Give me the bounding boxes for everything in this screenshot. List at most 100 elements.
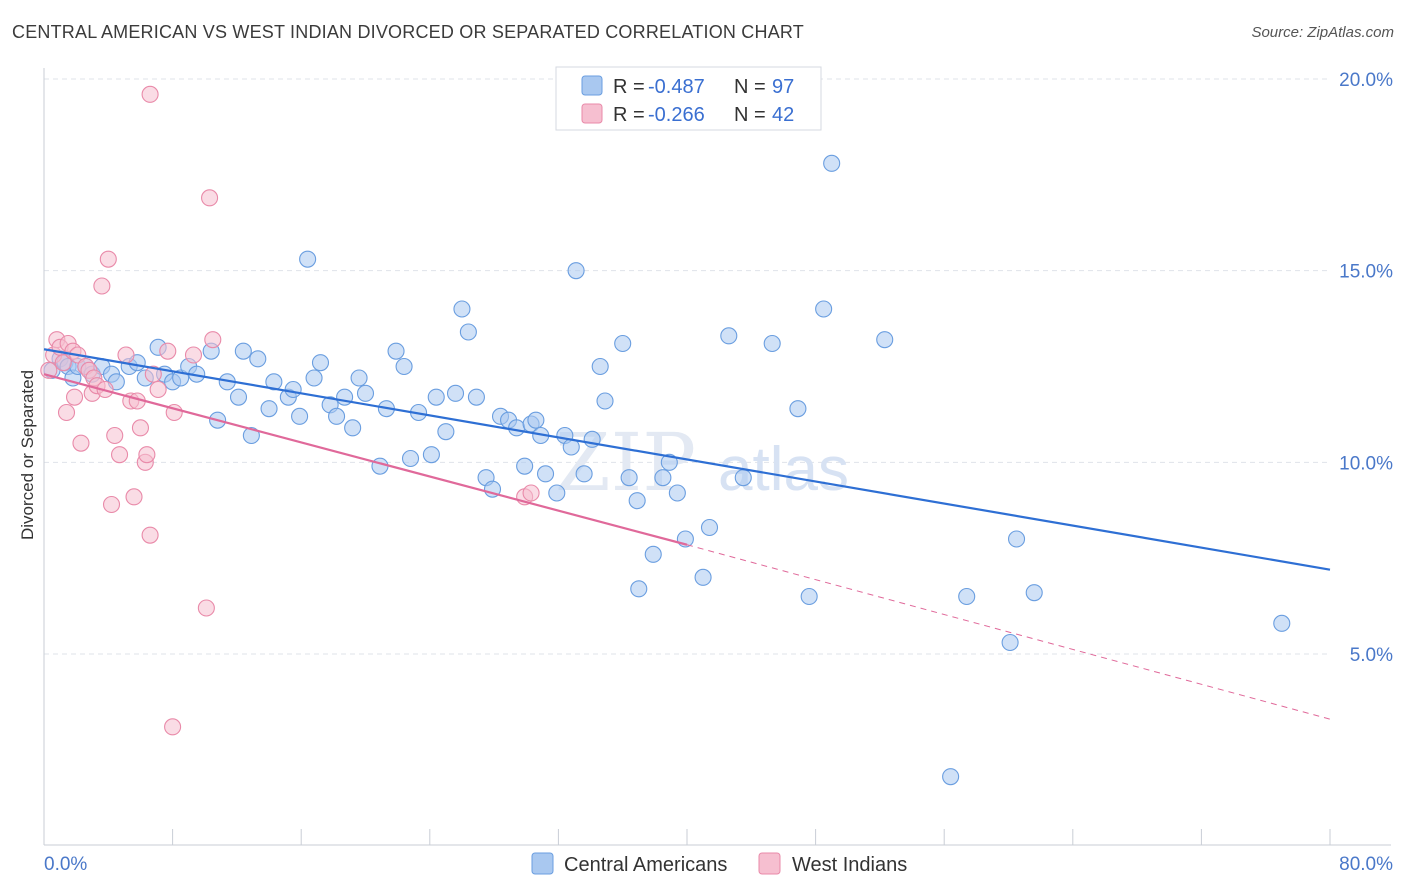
stats-legend-r-label-1: R = <box>613 76 645 98</box>
central-americans-point <box>668 484 686 502</box>
central-americans-point <box>467 388 485 406</box>
central-americans-point <box>734 469 752 487</box>
west-indians-point <box>141 85 159 103</box>
central-americans-point <box>422 446 440 464</box>
west-indians-point <box>138 446 156 464</box>
west-indians-trendline <box>43 373 688 546</box>
central-americans-point <box>516 457 534 475</box>
central-americans-point <box>459 323 477 341</box>
west-indians-point <box>131 419 149 437</box>
central-americans-point <box>763 334 781 353</box>
west-indians-point <box>159 342 177 360</box>
central-americans-point <box>700 518 719 537</box>
west-indians-trendline-extension <box>686 544 1331 720</box>
west-indians-point <box>117 346 135 364</box>
x-tick-label: 0.0% <box>44 854 87 875</box>
central-americans-point <box>630 580 648 598</box>
central-americans-point <box>527 411 545 429</box>
central-americans-point <box>536 465 555 483</box>
central-americans-point <box>876 331 894 349</box>
west-indians-point <box>54 354 72 372</box>
west-indians-point <box>72 434 90 452</box>
central-americans-point <box>575 465 593 483</box>
central-americans-point <box>694 568 712 586</box>
stats-legend-n-value-2: 42 <box>772 104 794 126</box>
west-indians-point <box>204 331 222 349</box>
central-americans-point <box>823 154 841 172</box>
central-americans-point <box>548 484 566 502</box>
west-indians-point <box>141 526 159 544</box>
central-americans-point <box>284 380 302 399</box>
central-americans-point <box>660 453 678 471</box>
central-americans-point <box>958 587 976 606</box>
series-legend-label-west-indians: West Indians <box>792 854 907 876</box>
axis-layer: 5.0% 10.0% 15.0% 20.0% 0.0% 80.0% <box>43 68 1393 875</box>
west-indians-point <box>106 426 124 445</box>
west-indians-point <box>93 277 111 295</box>
west-indians-point <box>111 446 129 464</box>
west-indians-point <box>57 403 76 422</box>
west-indians-point <box>201 189 219 207</box>
series-legend-swatch-central-americans <box>531 852 554 875</box>
y-tick-label: 20.0% <box>1339 70 1393 91</box>
central-americans-point <box>567 262 585 280</box>
stats-legend-n-value-1: 97 <box>772 76 794 98</box>
stats-legend-r-value-1: -0.487 <box>648 76 705 98</box>
central-americans-point <box>1025 584 1043 602</box>
central-americans-point <box>387 342 405 360</box>
west-indians-point <box>102 495 121 514</box>
grid-layer <box>44 78 1331 655</box>
central-americans-point <box>800 587 818 606</box>
west-indians-point <box>144 365 162 383</box>
west-indians-point <box>149 380 167 399</box>
central-americans-trendline <box>43 348 1331 571</box>
trend-layer <box>43 348 1331 720</box>
central-americans-point <box>265 373 283 391</box>
central-americans-point <box>350 369 368 387</box>
series-legend: Central Americans West Indians <box>531 852 907 876</box>
west-indians-point <box>197 599 215 617</box>
central-americans-point <box>614 334 632 353</box>
central-americans-point <box>591 357 609 376</box>
central-americans-point <box>401 449 420 468</box>
west-indians-point <box>99 250 117 268</box>
central-americans-point <box>720 327 738 345</box>
y-tick-label: 10.0% <box>1339 453 1393 474</box>
stats-legend-swatch-blue <box>581 75 603 96</box>
central-americans-point <box>644 545 662 563</box>
central-americans-point <box>299 250 317 268</box>
west-indians-point <box>65 388 84 406</box>
central-americans-point <box>596 392 614 410</box>
west-indians-point <box>125 488 143 506</box>
central-americans-point <box>234 342 252 360</box>
points-layer <box>40 85 1291 786</box>
stats-legend-r-label-2: R = <box>613 104 645 126</box>
central-americans-point <box>1273 614 1291 632</box>
chart-source: Source: ZipAtlas.com <box>1251 24 1394 41</box>
west-indians-point <box>522 484 540 502</box>
central-americans-point <box>229 388 248 406</box>
stats-legend-n-label-1: N = <box>734 76 766 98</box>
central-americans-point <box>291 407 309 425</box>
y-tick-label: 15.0% <box>1339 262 1393 283</box>
west-indians-point <box>164 718 182 736</box>
central-americans-point <box>356 384 375 402</box>
stats-legend-swatch-pink <box>581 103 603 124</box>
stats-legend-r-value-2: -0.266 <box>648 104 705 126</box>
series-legend-swatch-west-indians <box>758 852 781 875</box>
x-tick-label: 80.0% <box>1339 854 1393 875</box>
west-indians-point <box>184 346 203 364</box>
central-americans-point <box>453 300 471 318</box>
central-americans-point <box>508 419 526 437</box>
central-americans-point <box>395 357 413 376</box>
central-americans-point <box>942 768 960 786</box>
series-legend-label-central-americans: Central Americans <box>564 854 727 876</box>
central-americans-point <box>815 300 833 318</box>
central-americans-point <box>628 492 646 510</box>
central-americans-point <box>260 400 278 418</box>
central-americans-point <box>789 400 807 418</box>
central-americans-point <box>344 419 362 437</box>
central-americans-point <box>249 350 267 368</box>
stats-legend: R = -0.487 N = 97 R = -0.266 N = 42 <box>555 66 822 131</box>
